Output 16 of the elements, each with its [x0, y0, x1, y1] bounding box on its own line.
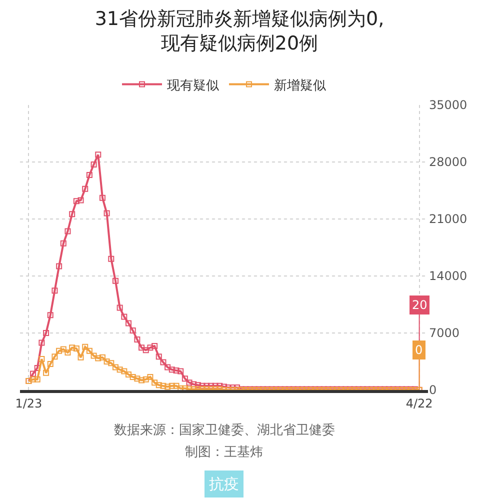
y-tick-label: 21000: [429, 212, 468, 226]
y-tick-label: 0: [429, 383, 437, 398]
data-label: 0: [415, 343, 423, 357]
legend-label: 新增疑似: [274, 78, 326, 94]
x-tick-label: 4/22: [406, 396, 433, 410]
text: 制图：王基炜: [185, 445, 263, 460]
data-label: 20: [412, 298, 428, 312]
y-tick-label: 35000: [429, 98, 468, 112]
legend-label: 现有疑似: [167, 78, 219, 94]
y-tick-label: 7000: [429, 326, 460, 340]
source-note: 数据来源：国家卫健委、湖北省卫健委: [114, 422, 335, 438]
text: 抗疫: [209, 475, 239, 493]
x-tick-label: 1/23: [15, 396, 42, 410]
y-tick-label: 28000: [429, 155, 468, 170]
chart-title: 31省份新冠肺炎新增疑似病例为0, 现有疑似病例20例: [94, 8, 384, 55]
y-tick-label: 14000: [429, 269, 468, 284]
